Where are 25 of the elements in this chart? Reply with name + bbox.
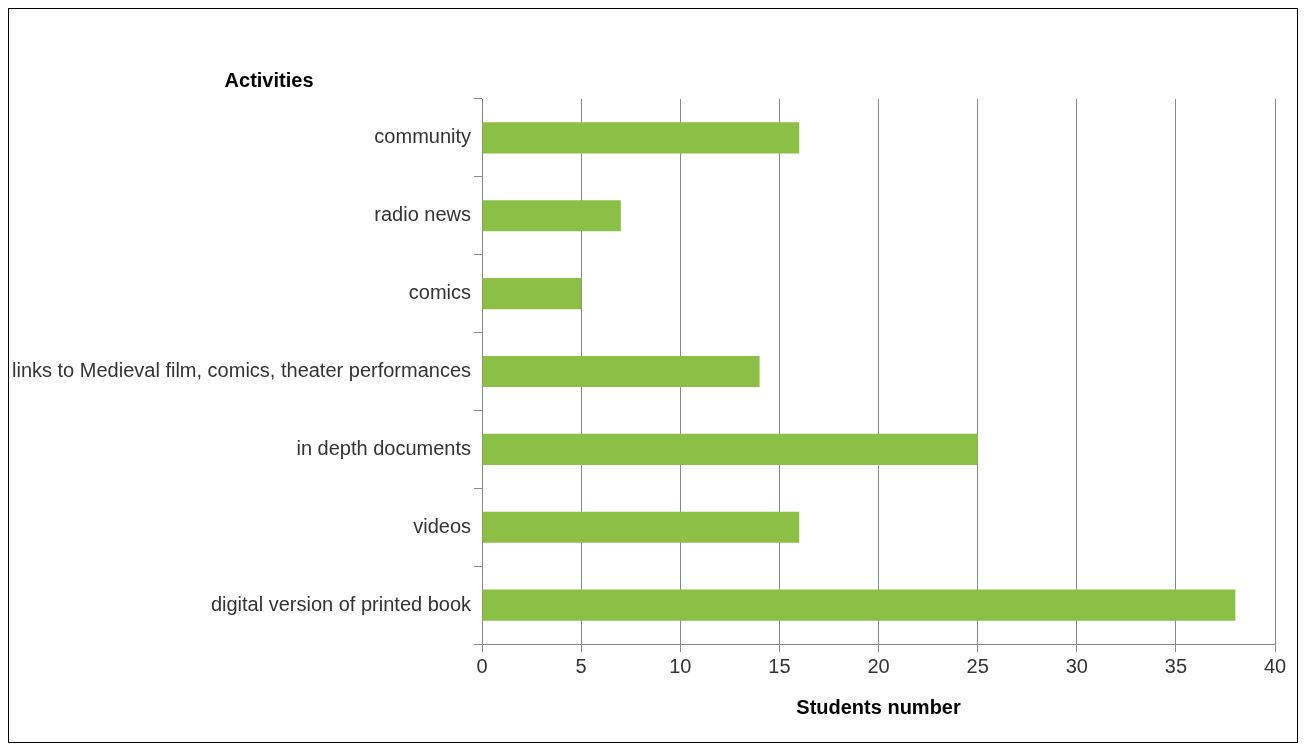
y-tick-label: radio news [374,203,472,226]
bar [482,433,978,465]
y-tick-label: digital version of printed book [210,592,473,615]
x-tick-label: 5 [575,654,587,677]
y-tick-label: links to Medieval film, comics, theater performances [11,359,472,382]
x-tick-label: 15 [768,654,791,677]
y-axis-title: Activities [224,69,314,91]
bar [482,589,1236,621]
x-tick-label: 40 [1263,654,1287,677]
bar [482,355,760,388]
x-tick-label: 20 [867,654,890,677]
bar [482,278,582,310]
y-tick-label: comics [408,281,472,304]
y-tick-label: community [374,125,472,148]
x-tick-label: 0 [476,654,488,677]
x-axis-title: Students number [796,696,961,718]
bar [482,511,800,543]
x-tick-label: 30 [1065,654,1088,677]
bar [482,122,800,154]
x-tick-label: 35 [1164,654,1188,677]
x-tick-label: 25 [966,654,989,677]
y-tick-label: in depth documents [296,436,472,459]
bar [482,200,621,232]
y-tick-label: videos [413,514,472,537]
x-tick-label: 10 [669,654,692,677]
